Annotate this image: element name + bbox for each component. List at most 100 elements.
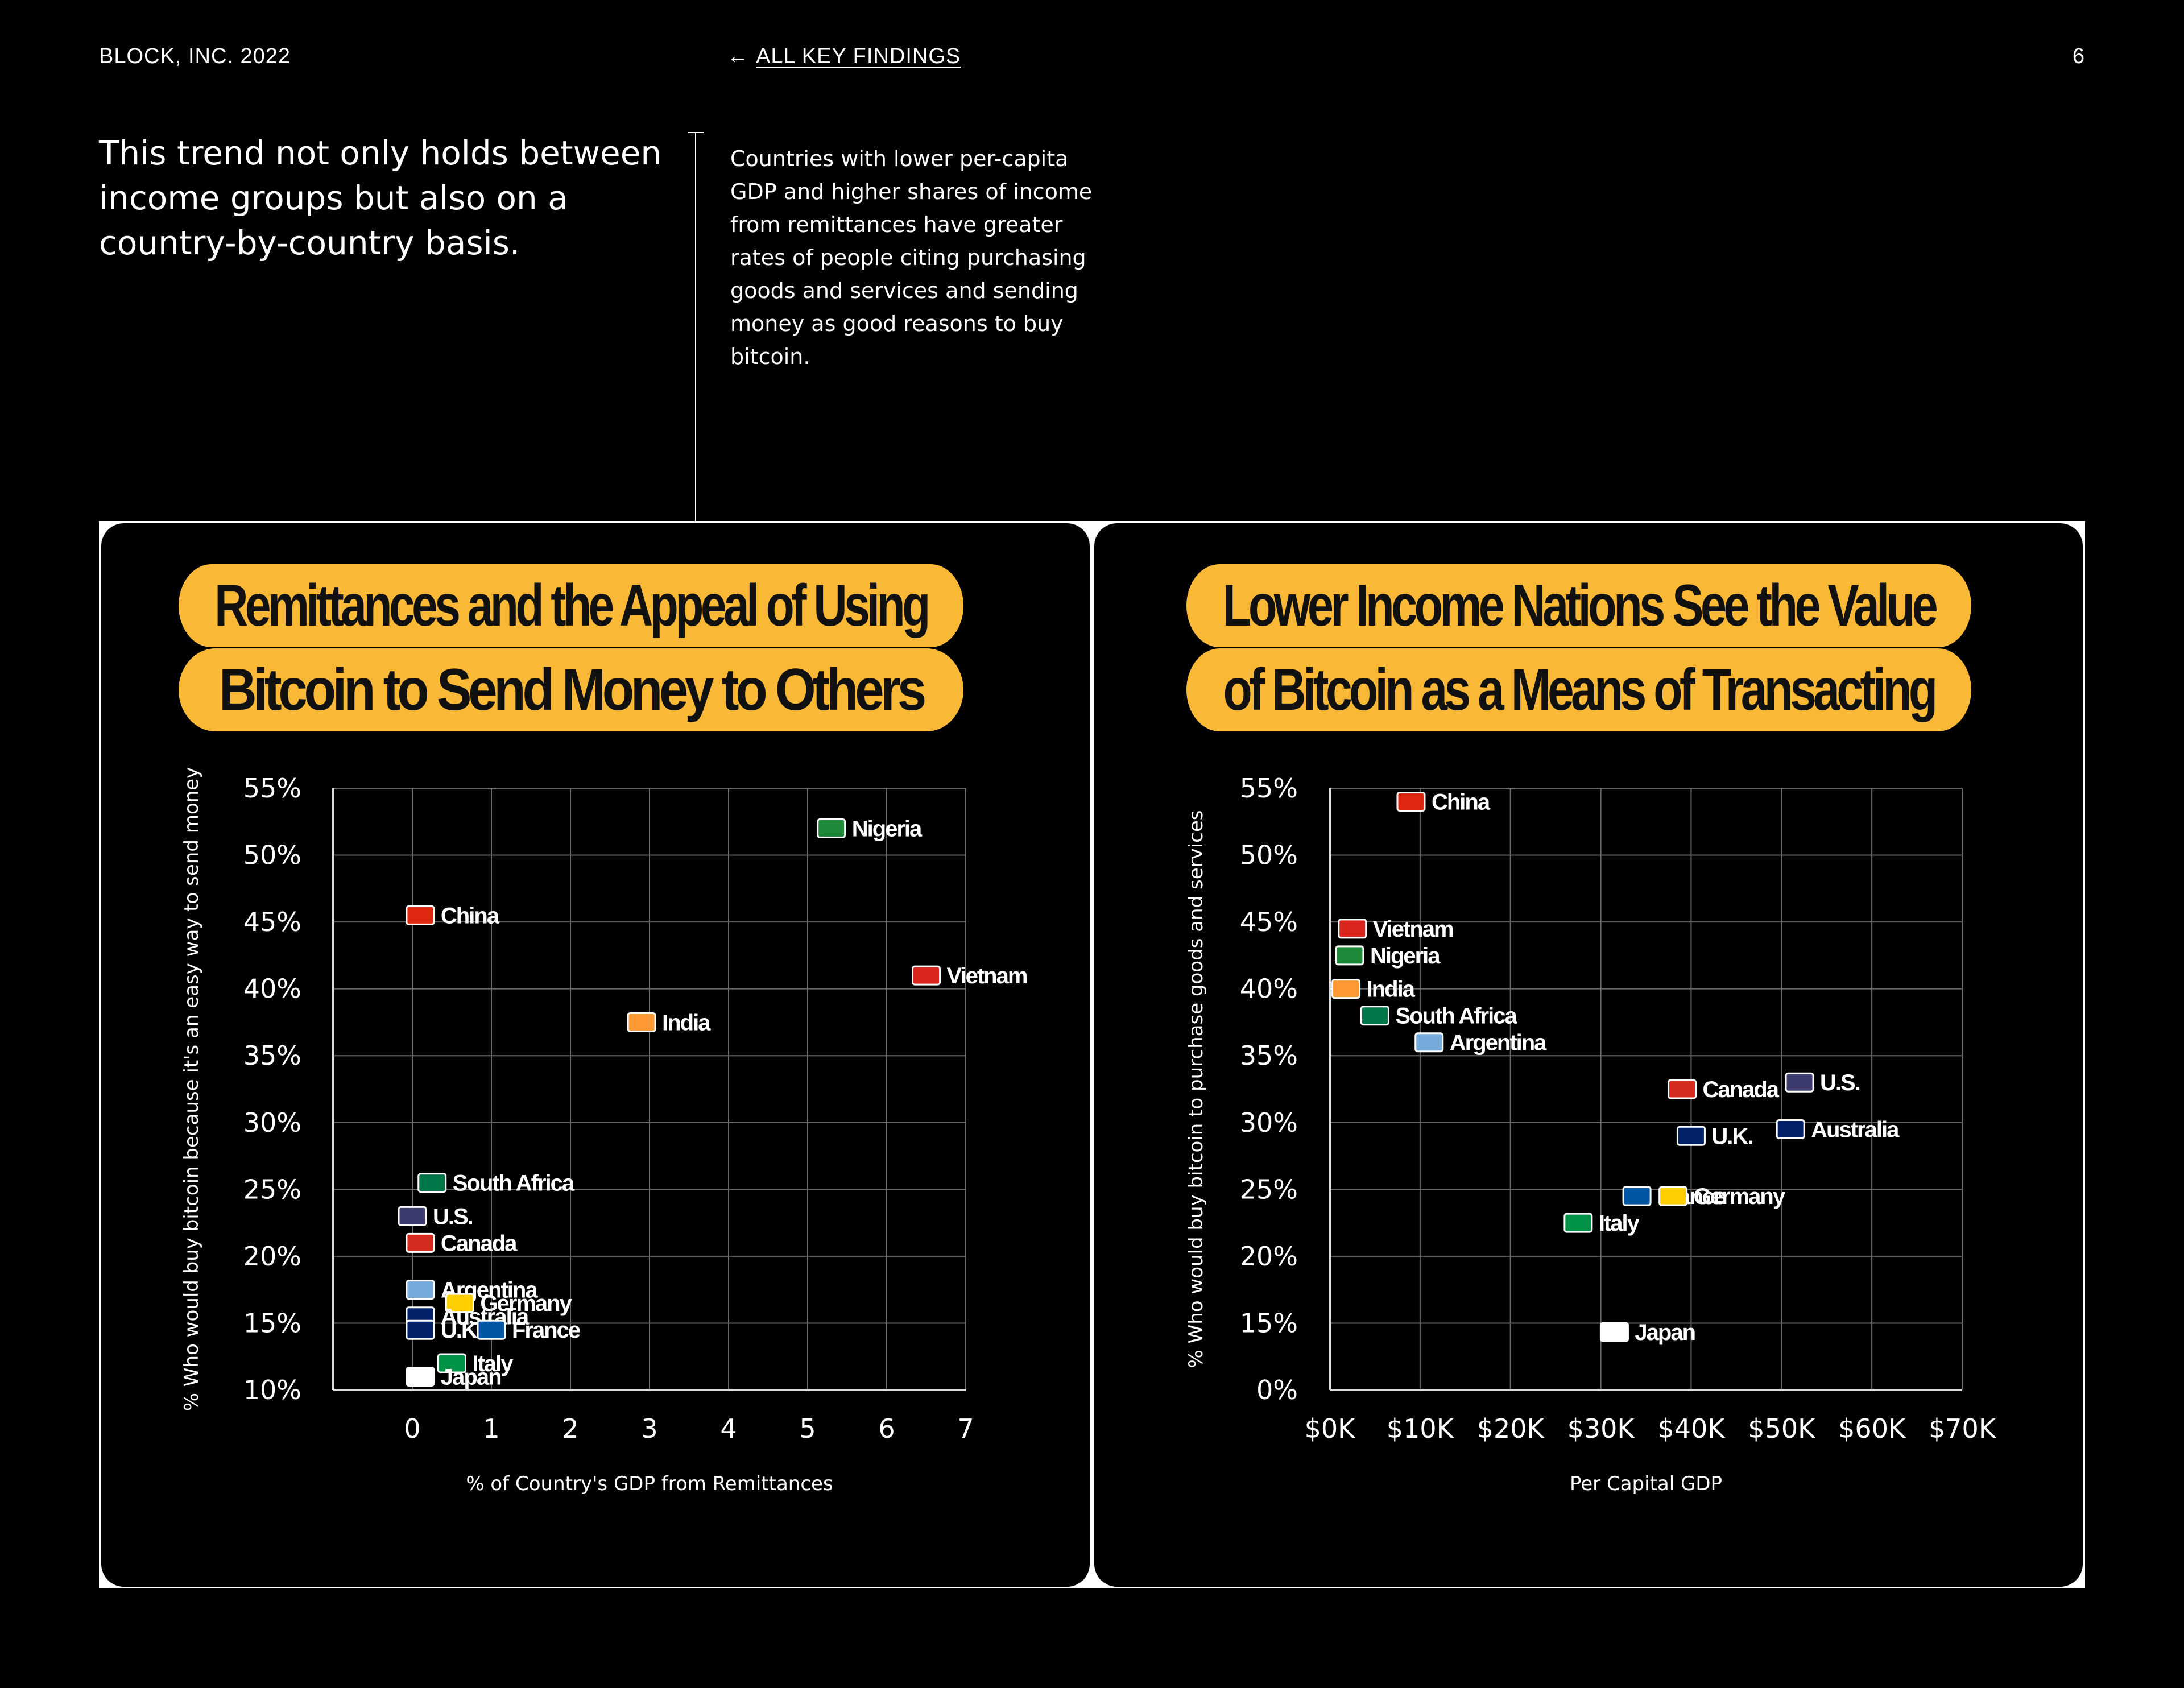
point-label-vietnam: Vietnam [1373, 917, 1453, 942]
chart-title-line-2: of Bitcoin as a Means of Transacting [1186, 648, 1972, 731]
flag-australia-icon [1776, 1119, 1805, 1140]
flag-canada-icon [1668, 1079, 1697, 1099]
y-tick-label: 25% [1240, 1174, 1298, 1205]
x-tick-label: $60K [1838, 1413, 1906, 1444]
x-axis-label: Per Capital GDP [1570, 1472, 1722, 1495]
flag-italy-icon [437, 1353, 466, 1373]
income-scatter-chart: $0K $10K $20K $30K $40K $50K $60K $70K 0% 15% 20% 2… [1185, 773, 1997, 1495]
flag-u-s-icon [1785, 1072, 1814, 1093]
x-tick-label: $0K [1305, 1413, 1356, 1444]
x-tick-label: 7 [957, 1413, 974, 1444]
flag-china-icon [406, 905, 435, 925]
flag-nigeria-icon [817, 818, 846, 839]
income-chart-panel: Lower Income Nations See the Value of Bi… [1094, 523, 2083, 1587]
x-tick-label: $10K [1387, 1413, 1455, 1444]
y-axis-label: % Who would buy bitcoin because it's an … [180, 767, 203, 1411]
chart-title-line-2: Bitcoin to Send Money to Others [179, 648, 964, 731]
point-label-argentina: Argentina [1450, 1031, 1547, 1056]
y-tick-label: 35% [243, 1040, 301, 1071]
point-label-u-s: U.S. [1820, 1070, 1860, 1095]
point-label-canada: Canada [1703, 1077, 1780, 1102]
flag-argentina-icon [1414, 1032, 1444, 1053]
y-axis-label: % Who would buy bitcoin to purchase good… [1185, 810, 1207, 1368]
x-tick-label: 3 [641, 1413, 657, 1444]
flag-france-icon [477, 1319, 506, 1340]
x-tick-label: 6 [878, 1413, 895, 1444]
point-label-germany: Germany [480, 1291, 572, 1316]
flag-u-k-icon [1676, 1126, 1706, 1146]
bracket-divider [695, 132, 696, 521]
point-label-south-africa: South Africa [453, 1171, 575, 1196]
flag-japan-icon [1599, 1322, 1629, 1342]
arrow-left-icon: ← [727, 44, 749, 68]
point-label-canada: Canada [441, 1231, 518, 1256]
flag-india-icon [627, 1012, 656, 1032]
page-number: 6 [2072, 44, 2085, 68]
remittances-scatter-chart: 0 1 2 3 4 5 6 7 10% 15% 20% 25% 30% 35% 40% 45% 50% 55% % … [180, 767, 1028, 1495]
y-tick-label: 35% [1240, 1040, 1298, 1071]
y-tick-label: 25% [243, 1174, 301, 1205]
point-label-germany: Germany [1694, 1184, 1786, 1209]
x-tick-label: $20K [1477, 1413, 1545, 1444]
point-label-japan: Japan [1635, 1320, 1695, 1345]
point-label-india: India [1367, 977, 1416, 1002]
y-tick-label: 20% [1240, 1241, 1298, 1272]
point-label-u-k: U.K. [441, 1318, 482, 1343]
x-tick-label: 0 [404, 1413, 420, 1444]
point-label-china: China [441, 903, 500, 928]
flag-south-africa-icon [417, 1173, 447, 1193]
flag-japan-icon [406, 1366, 435, 1387]
point-label-u-k: U.K. [1711, 1124, 1752, 1149]
y-tick-label: 55% [1240, 773, 1298, 804]
y-tick-label: 0% [1256, 1375, 1298, 1405]
remittances-chart-panel: Remittances and the Appeal of Using Bitc… [101, 523, 1090, 1587]
x-tick-label: $50K [1748, 1413, 1816, 1444]
point-label-south-africa: South Africa [1395, 1004, 1517, 1029]
point-label-china: China [1432, 790, 1491, 815]
flag-germany-icon [1658, 1186, 1688, 1206]
x-tick-label: $40K [1657, 1413, 1726, 1444]
flag-germany-icon [445, 1293, 474, 1313]
flag-india-icon [1331, 979, 1361, 999]
bracket-cap [688, 132, 704, 133]
y-tick-label: 15% [1240, 1308, 1298, 1338]
chart-title-line-1: Lower Income Nations See the Value [1186, 564, 1971, 647]
point-label-nigeria: Nigeria [852, 817, 923, 842]
point-label-france: France [512, 1318, 580, 1343]
x-tick-label: 2 [562, 1413, 578, 1444]
x-axis-label: % of Country's GDP from Remittances [466, 1472, 833, 1495]
y-tick-label: 40% [243, 974, 301, 1004]
flag-u-s-icon [398, 1206, 427, 1226]
flag-south-africa-icon [1360, 1006, 1389, 1026]
x-tick-label: 1 [483, 1413, 499, 1444]
flag-france-icon [1622, 1186, 1652, 1206]
x-tick-label: 5 [799, 1413, 816, 1444]
report-label: BLOCK, INC. 2022 [99, 44, 291, 68]
lead-paragraph: This trend not only holds between income… [99, 134, 662, 262]
flag-vietnam-icon [1338, 919, 1367, 939]
flag-vietnam-icon [912, 965, 941, 986]
x-tick-label: $70K [1929, 1413, 1997, 1444]
y-tick-label: 50% [243, 840, 301, 871]
all-key-findings-link[interactable]: ← ALL KEY FINDINGS [727, 44, 961, 69]
y-tick-label: 45% [243, 907, 301, 937]
y-tick-label: 55% [243, 773, 301, 804]
flag-u-k-icon [406, 1319, 435, 1340]
flag-nigeria-icon [1335, 945, 1364, 966]
all-key-findings-label[interactable]: ALL KEY FINDINGS [756, 44, 961, 68]
point-label-vietnam: Vietnam [947, 963, 1027, 988]
point-label-u-s: U.S. [433, 1204, 473, 1229]
point-label-italy: Italy [1599, 1211, 1640, 1236]
point-label-italy: Italy [473, 1351, 514, 1376]
y-tick-label: 15% [243, 1308, 301, 1338]
x-tick-label: 4 [720, 1413, 737, 1444]
x-tick-label: $30K [1567, 1413, 1636, 1444]
y-tick-label: 45% [1240, 907, 1298, 937]
y-tick-label: 30% [243, 1107, 301, 1138]
flag-italy-icon [1563, 1213, 1593, 1233]
y-tick-label: 50% [1240, 840, 1298, 871]
flag-canada-icon [406, 1232, 435, 1253]
flag-argentina-icon [406, 1280, 435, 1300]
point-label-japan: Japan [441, 1364, 501, 1389]
flag-china-icon [1396, 792, 1426, 812]
